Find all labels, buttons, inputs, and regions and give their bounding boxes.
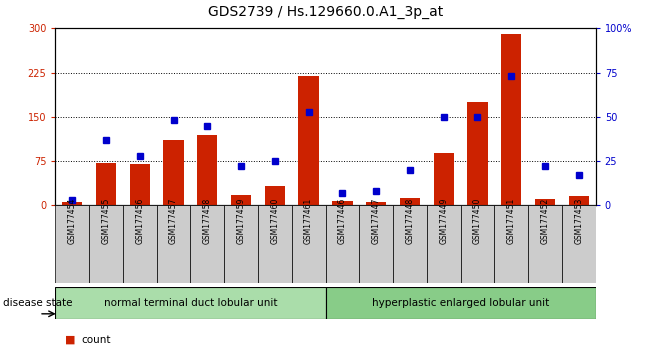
Bar (55, 287, 325, 319)
Text: GSM177446: GSM177446 (338, 198, 347, 244)
Bar (494, 205, 528, 283)
Text: GSM177454: GSM177454 (68, 198, 77, 244)
Text: GSM177447: GSM177447 (372, 198, 381, 244)
Bar (326, 205, 359, 283)
Text: disease state: disease state (3, 298, 73, 308)
Bar (55, 205, 89, 283)
Bar (292, 205, 326, 283)
Bar (265, 187, 285, 205)
Text: GSM177455: GSM177455 (102, 198, 111, 244)
Bar (326, 287, 596, 319)
Bar (535, 199, 555, 205)
Bar (89, 205, 123, 283)
Bar (467, 102, 488, 205)
Bar (224, 205, 258, 283)
Bar (197, 135, 217, 205)
Bar (434, 153, 454, 205)
Bar (393, 205, 427, 283)
Bar (569, 196, 589, 205)
Text: GSM177458: GSM177458 (203, 198, 212, 244)
Text: GSM177450: GSM177450 (473, 198, 482, 244)
Text: ■: ■ (65, 335, 76, 345)
Bar (231, 195, 251, 205)
Bar (400, 198, 420, 205)
Text: hyperplastic enlarged lobular unit: hyperplastic enlarged lobular unit (372, 298, 549, 308)
Bar (501, 34, 521, 205)
Bar (299, 75, 319, 205)
Text: GSM177459: GSM177459 (236, 198, 245, 244)
Bar (562, 205, 596, 283)
Text: GSM177461: GSM177461 (304, 198, 313, 244)
Bar (163, 141, 184, 205)
Bar (332, 201, 353, 205)
Bar (157, 205, 191, 283)
Text: GDS2739 / Hs.129660.0.A1_3p_at: GDS2739 / Hs.129660.0.A1_3p_at (208, 5, 443, 19)
Bar (359, 205, 393, 283)
Bar (528, 205, 562, 283)
Bar (62, 202, 82, 205)
Text: GSM177449: GSM177449 (439, 198, 448, 244)
Bar (130, 164, 150, 205)
Text: GSM177451: GSM177451 (506, 198, 516, 244)
Text: GSM177457: GSM177457 (169, 198, 178, 244)
Bar (366, 202, 386, 205)
Bar (258, 205, 292, 283)
Bar (123, 205, 157, 283)
Text: GSM177448: GSM177448 (406, 198, 415, 244)
Bar (427, 205, 461, 283)
Text: normal terminal duct lobular unit: normal terminal duct lobular unit (104, 298, 277, 308)
Text: GSM177452: GSM177452 (540, 198, 549, 244)
Bar (461, 205, 494, 283)
Text: GSM177453: GSM177453 (574, 198, 583, 244)
Text: GSM177456: GSM177456 (135, 198, 145, 244)
Text: GSM177460: GSM177460 (270, 198, 279, 244)
Bar (191, 205, 224, 283)
Text: count: count (81, 335, 111, 345)
Bar (96, 163, 116, 205)
